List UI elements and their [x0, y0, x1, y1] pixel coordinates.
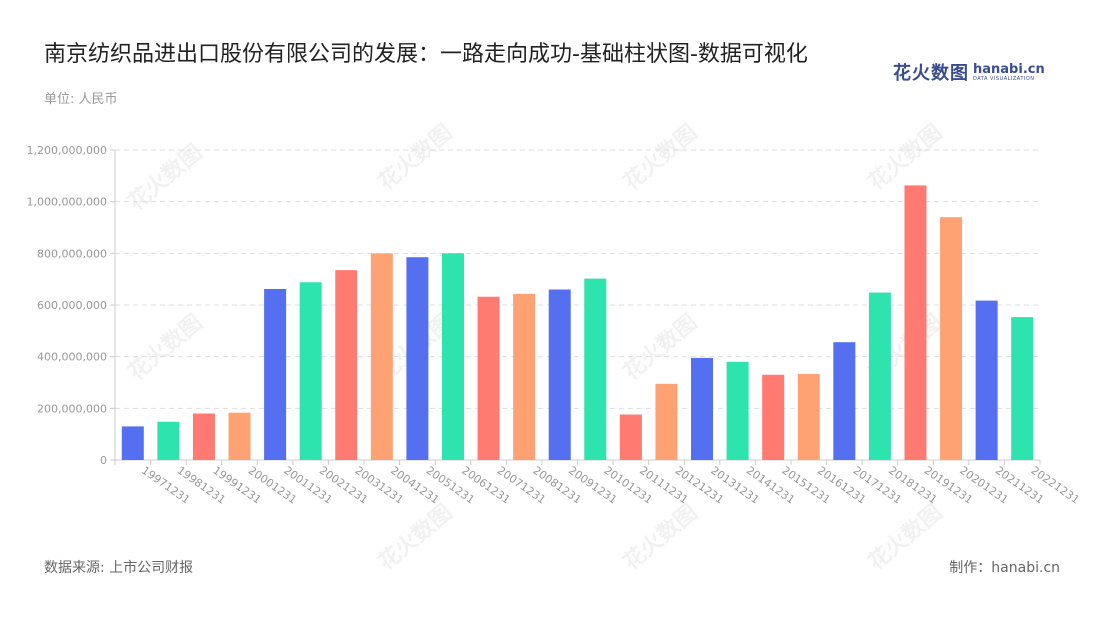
y-tick-label: 200,000,000: [37, 402, 107, 415]
bar: [904, 185, 927, 460]
bar: [299, 282, 322, 460]
bar: [228, 412, 251, 460]
brand-logo-en: hanabi.cn: [973, 61, 1045, 77]
bar: [264, 288, 287, 460]
y-tick-label: 0: [100, 454, 107, 467]
bar: [121, 426, 144, 460]
bar: [477, 296, 500, 460]
brand-logo-cn: 花火数图: [893, 63, 969, 84]
bar: [691, 357, 714, 460]
bar: [655, 383, 678, 460]
y-tick-label: 1,000,000,000: [27, 196, 107, 209]
bar: [441, 253, 464, 460]
bar: [762, 374, 785, 460]
credit: 制作：hanabi.cn: [949, 560, 1060, 576]
brand-logo-sub: DATA VISUALIZATION: [973, 75, 1035, 82]
bar: [1011, 317, 1034, 460]
bar: [726, 361, 749, 460]
brand-logo-text: hanabi.cn DATA VISUALIZATION: [973, 63, 1045, 82]
bar: [797, 373, 820, 460]
bar: [584, 278, 607, 460]
bar: [335, 270, 358, 460]
y-tick-label: 600,000,000: [37, 299, 107, 312]
bar: [406, 257, 429, 460]
bar: [192, 413, 215, 460]
chart-title: 南京纺织品进出口股份有限公司的发展：一路走向成功-基础柱状图-数据可视化: [44, 42, 808, 67]
bar: [548, 289, 571, 460]
unit-label: 单位: 人民币: [44, 92, 118, 107]
bar: [975, 300, 998, 460]
bar: [513, 293, 536, 460]
bar: [833, 342, 856, 460]
y-tick-label: 1,200,000,000: [27, 144, 107, 157]
bar: [940, 217, 963, 460]
y-tick-label: 800,000,000: [37, 247, 107, 260]
bar: [619, 414, 642, 460]
bar: [370, 253, 393, 460]
y-tick-label: 400,000,000: [37, 351, 107, 364]
bar: [157, 421, 180, 460]
brand-logo: 花火数图 hanabi.cn DATA VISUALIZATION: [893, 60, 1045, 85]
data-source: 数据来源: 上市公司财报: [44, 560, 194, 576]
bar: [868, 292, 891, 460]
